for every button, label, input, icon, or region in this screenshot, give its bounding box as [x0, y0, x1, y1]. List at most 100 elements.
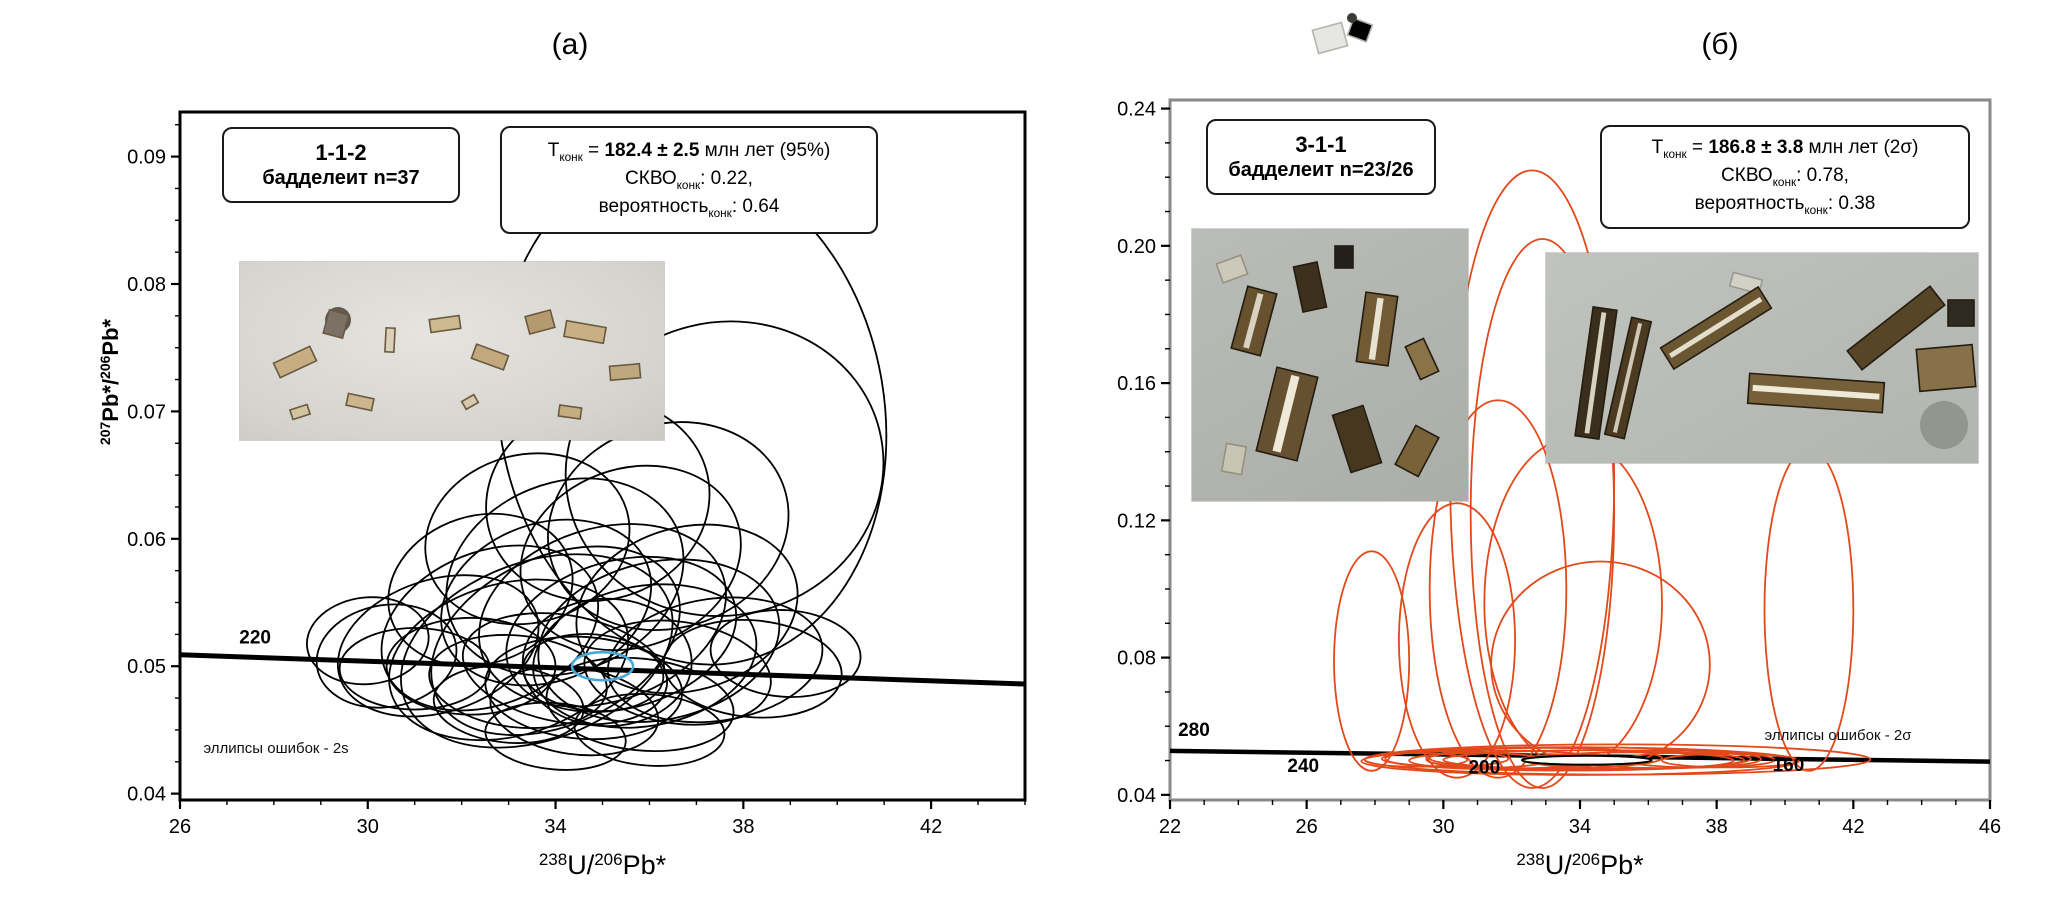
error-ellipse	[424, 452, 631, 626]
baddeleyite-crystals-image	[1574, 271, 1977, 449]
crystal-shape	[524, 308, 556, 336]
crystal-photo-inset-a	[240, 262, 664, 440]
error-ellipse	[1398, 502, 1516, 779]
crystal-shape	[1728, 271, 1764, 295]
error-ellipse	[1520, 754, 1653, 766]
x-tick-label: 22	[1159, 816, 1181, 838]
crystal-shape	[1331, 404, 1383, 474]
baddeleyite-crystals-image	[272, 307, 642, 421]
crystal-shape	[608, 362, 642, 382]
error-ellipse	[484, 701, 627, 771]
mineral-name: бадделеит	[1228, 159, 1335, 182]
concordia-age-tick-label: 240	[1287, 756, 1319, 777]
error-ellipse	[338, 627, 491, 711]
concordia-age-tick-label: 200	[1468, 758, 1500, 779]
crystal-shape	[1404, 337, 1440, 381]
panel-a-label: (а)	[551, 28, 589, 61]
age-stats-box-a: Tконк = 182.4 ± 2.5 млн лет (95%) СКВОко…	[500, 126, 878, 234]
crystal-shape	[470, 343, 510, 371]
mineral-grain	[1347, 13, 1357, 23]
x-tick-label: 30	[1432, 816, 1454, 838]
error-ellipse	[445, 477, 685, 677]
concordia-age-line: Tконк = 186.8 ± 3.8 млн лет (2σ)	[1651, 136, 1919, 161]
x-axis-title: 238U/206Pb*	[539, 850, 667, 880]
age-stats-box-b: Tконк = 186.8 ± 3.8 млн лет (2σ) СКВОкон…	[1600, 125, 1970, 229]
crystal-shape	[1574, 306, 1618, 440]
error-ellipse	[1333, 550, 1411, 772]
error-ellipse	[1428, 399, 1568, 779]
crystal-shape	[428, 314, 462, 334]
error-ellipse	[428, 634, 608, 729]
error-ellipse	[1469, 238, 1616, 789]
error-ellipse	[461, 612, 668, 726]
panel-b-label: (б)	[1701, 28, 1739, 61]
mswd-line: СКВОконк: 0.22,	[625, 167, 753, 192]
y-tick-label: 0.09	[127, 147, 166, 169]
y-tick-label: 0.05	[127, 656, 166, 678]
crystal-shape	[272, 345, 318, 379]
crystal-shape	[1846, 285, 1946, 371]
crystal-shape	[1230, 285, 1278, 357]
x-tick-label: 38	[1706, 816, 1728, 838]
crystal-shape	[1311, 21, 1349, 55]
error-ellipse	[1442, 749, 1745, 771]
error-ellipse	[1661, 752, 1800, 769]
x-tick-label: 34	[1569, 816, 1591, 838]
crystal-shape	[1915, 343, 1977, 393]
error-ellipse	[440, 518, 653, 687]
x-tick-label: 34	[544, 816, 566, 838]
error-ellipse	[570, 650, 635, 682]
grain-count: n=23/26	[1339, 159, 1414, 182]
x-tick-label: 26	[169, 816, 191, 838]
concordia-age-tick-label: 280	[1178, 720, 1210, 741]
y-tick-label: 0.08	[1117, 648, 1156, 670]
crystal-shape	[1394, 424, 1440, 478]
concordia-age-line: Tконк = 182.4 ± 2.5 млн лет (95%)	[547, 139, 831, 164]
error-ellipse	[387, 512, 574, 667]
crystal-shape	[1947, 299, 1975, 327]
error-ellipse	[545, 656, 735, 753]
grain-count: n=37	[373, 167, 420, 190]
concordia-age-tick-label: 160	[1773, 755, 1805, 776]
sample-mineral: бадделеит n=37	[262, 166, 419, 191]
concordia-age-tick-label: 220	[239, 627, 271, 648]
mineral-grain	[1920, 401, 1968, 449]
y-tick-label: 0.24	[1117, 99, 1156, 121]
x-tick-label: 26	[1296, 816, 1318, 838]
x-tick-label: 42	[920, 816, 942, 838]
sample-mineral: бадделеит n=23/26	[1228, 158, 1413, 183]
error-ellipse-note: эллипсы ошибок - 2s	[203, 740, 348, 757]
error-ellipse	[1363, 752, 1469, 768]
crystal-shape	[1355, 291, 1399, 367]
sample-info-box-b: 3-1-1 бадделеит n=23/26	[1206, 119, 1436, 195]
crystal-photo-inset-b-left	[1192, 229, 1468, 501]
concordia-line	[179, 652, 1026, 687]
crystal-shape	[460, 393, 480, 411]
crystal-shape	[1334, 245, 1354, 269]
crystal-photo-inset-b-right	[1546, 253, 1978, 463]
x-tick-label: 42	[1842, 816, 1864, 838]
sample-code: 3-1-1	[1295, 131, 1347, 157]
crystal-shape	[384, 326, 396, 354]
x-axis-title: 238U/206Pb*	[1516, 850, 1644, 880]
sample-info-box-a: 1-1-2 бадделеит n=37	[222, 127, 460, 203]
crystal-shape	[1255, 366, 1319, 462]
error-ellipse	[1384, 750, 1510, 768]
y-tick-label: 0.12	[1117, 510, 1156, 532]
error-ellipse-note: эллипсы ошибок - 2σ	[1765, 727, 1913, 744]
crystal-shape	[345, 392, 375, 412]
x-tick-label: 30	[357, 816, 379, 838]
mswd-line: СКВОконк: 0.78,	[1721, 164, 1849, 189]
crystal-shape	[1746, 372, 1886, 414]
baddeleyite-crystals-image	[1215, 245, 1440, 478]
crystal-shape	[1346, 17, 1374, 43]
error-ellipse	[709, 609, 862, 698]
error-ellipse	[573, 693, 726, 767]
y-axis-title: 207Pb*/206Pb*	[97, 318, 123, 445]
x-tick-label: 38	[732, 816, 754, 838]
y-tick-label: 0.04	[127, 784, 166, 806]
y-tick-label: 0.08	[127, 274, 166, 296]
crystal-shape	[557, 404, 583, 420]
crystal-shape	[288, 403, 312, 421]
stray-crystal-fragment	[1311, 13, 1374, 55]
